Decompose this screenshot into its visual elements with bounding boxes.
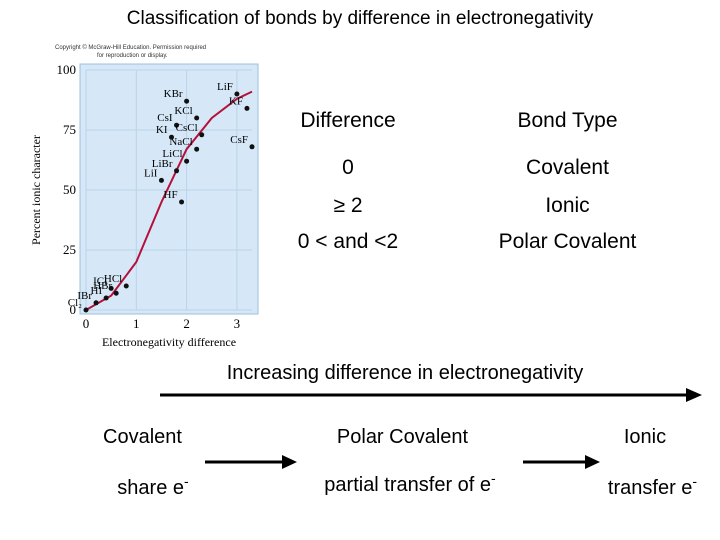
data-point xyxy=(179,199,185,205)
desc-covalent-sup: - xyxy=(184,473,189,489)
y-tick-label: 100 xyxy=(57,62,77,77)
point-label: ICl xyxy=(93,275,107,287)
desc-covalent: share e- xyxy=(88,473,218,500)
spectrum-arrow-head xyxy=(686,388,702,402)
slide-title: Classification of bonds by difference in… xyxy=(126,8,594,29)
point-label: KCl xyxy=(174,105,192,117)
point-label: CsF xyxy=(230,134,248,146)
point-label: KI xyxy=(156,124,168,136)
data-point xyxy=(234,91,240,97)
point-label: HI xyxy=(91,285,103,297)
desc-ionic-sup: - xyxy=(692,473,698,489)
data-point xyxy=(158,177,164,183)
ionic-character-chart: 0 25 50 75 100 0 1 2 3 Electronegativity differen… xyxy=(20,60,280,360)
data-point xyxy=(249,144,255,150)
type-ionic: Ionic xyxy=(623,426,667,448)
copyright-notice: Copyright © McGraw-Hill Education. Permi… xyxy=(55,44,265,60)
point-label: LiBr xyxy=(152,158,173,170)
point-label: HBr xyxy=(93,280,112,292)
spectrum-arrow-label: Increasing difference in electronegativi… xyxy=(226,362,584,384)
data-point xyxy=(184,98,190,104)
row-3-difference: 0 < and <2 xyxy=(297,230,399,253)
data-point xyxy=(123,283,129,289)
point-label: HF xyxy=(164,189,178,201)
chart-svg: 0 25 50 75 100 0 1 2 3 Electronegativity differen… xyxy=(29,62,259,349)
type-covalent: Covalent xyxy=(103,426,182,448)
data-point xyxy=(103,295,109,301)
x-tick-label: 3 xyxy=(234,316,241,331)
point-label: HCl xyxy=(104,273,122,285)
type-polar-covalent: Polar Covalent xyxy=(336,426,469,448)
desc-polar-covalent: partial transfer of e- xyxy=(295,470,525,497)
spectrum-arrow xyxy=(160,388,702,402)
y-tick-label: 25 xyxy=(63,242,76,257)
point-label: LiF xyxy=(217,81,233,93)
desc-polar-text: partial transfer of e xyxy=(324,474,492,496)
header-difference: Difference xyxy=(300,109,396,132)
x-axis-label: Electronegativity difference xyxy=(102,335,236,349)
point-label: LiCl xyxy=(162,148,182,160)
data-point xyxy=(108,285,114,291)
spectrum-step-arrows xyxy=(205,455,600,469)
desc-polar-sup: - xyxy=(491,470,496,486)
point-label: LiI xyxy=(144,167,158,179)
x-tick-label: 0 xyxy=(83,316,90,331)
desc-ionic-text: transfer e xyxy=(607,477,693,499)
step-arrow-2-head xyxy=(585,455,600,469)
y-tick-label: 0 xyxy=(70,302,77,317)
row-1-bond-type: Covalent xyxy=(526,156,609,179)
copyright-line-2: for reproduction or display. xyxy=(97,53,168,59)
x-tick-label: 2 xyxy=(183,316,190,331)
desc-covalent-text: share e xyxy=(117,477,185,499)
x-tick-label: 1 xyxy=(133,316,140,331)
point-label: KF xyxy=(229,95,243,107)
row-3-bond-type: Polar Covalent xyxy=(498,230,637,253)
y-axis-label: Percent ionic character xyxy=(29,135,43,245)
data-point xyxy=(93,300,99,306)
point-label: CsCl xyxy=(176,122,198,134)
point-label: Cl₂ xyxy=(68,297,82,309)
y-tick-label: 75 xyxy=(63,122,76,137)
data-point xyxy=(169,134,175,140)
row-2-bond-type: Ionic xyxy=(545,194,590,217)
header-bond-type: Bond Type xyxy=(517,109,618,132)
row-2-difference: ≥ 2 xyxy=(333,194,363,217)
y-tick-label: 50 xyxy=(63,182,76,197)
data-point xyxy=(174,168,180,174)
desc-ionic: transfer e- xyxy=(590,473,715,500)
point-label: IBr xyxy=(77,290,92,302)
point-label: KBr xyxy=(164,88,183,100)
point-label: CsI xyxy=(157,112,173,124)
data-point xyxy=(113,290,119,296)
data-point xyxy=(194,146,200,152)
point-label: NaCl xyxy=(169,136,192,148)
step-arrow-1-head xyxy=(282,455,297,469)
data-point xyxy=(83,307,89,313)
ionic-character-curve xyxy=(85,90,253,311)
data-point xyxy=(199,132,205,138)
data-point xyxy=(244,105,250,111)
data-point xyxy=(184,158,190,164)
data-point xyxy=(194,115,200,121)
data-point xyxy=(174,122,180,128)
copyright-line-1: Copyright © McGraw-Hill Education. Permi… xyxy=(55,45,207,51)
row-1-difference: 0 xyxy=(342,156,354,179)
